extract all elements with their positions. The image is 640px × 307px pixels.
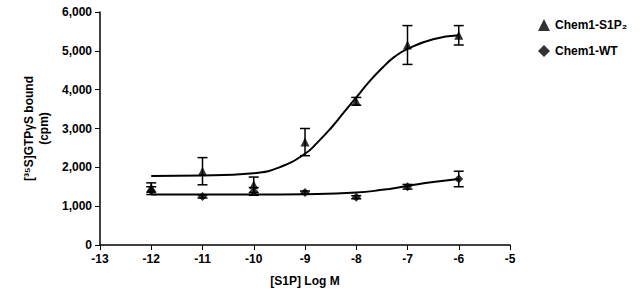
svg-text:6,000: 6,000	[62, 5, 92, 19]
svg-text:-9: -9	[300, 252, 311, 266]
svg-text:(cpm): (cpm)	[37, 112, 51, 145]
svg-text:Chem1-S1P₂: Chem1-S1P₂	[555, 18, 627, 32]
svg-text:[S1P] Log M: [S1P] Log M	[270, 274, 339, 288]
svg-text:-7: -7	[402, 252, 413, 266]
svg-text:-11: -11	[194, 252, 211, 266]
svg-text:0: 0	[85, 238, 92, 252]
svg-text:-6: -6	[453, 252, 464, 266]
svg-text:1,000: 1,000	[62, 199, 92, 213]
svg-text:-10: -10	[245, 252, 263, 266]
svg-text:5,000: 5,000	[62, 44, 92, 58]
svg-text:-13: -13	[91, 252, 109, 266]
svg-text:-12: -12	[143, 252, 161, 266]
svg-text:Chem1-WT: Chem1-WT	[555, 44, 618, 58]
svg-text:-5: -5	[505, 252, 516, 266]
svg-text:-8: -8	[351, 252, 362, 266]
svg-text:3,000: 3,000	[62, 122, 92, 136]
svg-text:[³⁵S]GTPγS bound: [³⁵S]GTPγS bound	[22, 76, 36, 181]
svg-text:4,000: 4,000	[62, 83, 92, 97]
svg-text:2,000: 2,000	[62, 160, 92, 174]
